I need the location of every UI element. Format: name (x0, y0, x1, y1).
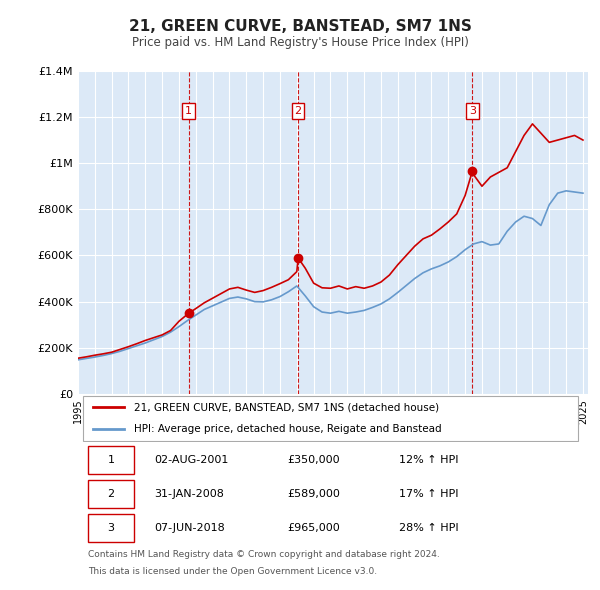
Text: Price paid vs. HM Land Registry's House Price Index (HPI): Price paid vs. HM Land Registry's House … (131, 36, 469, 49)
Text: 1: 1 (185, 106, 192, 116)
Text: Contains HM Land Registry data © Crown copyright and database right 2024.: Contains HM Land Registry data © Crown c… (88, 550, 440, 559)
FancyBboxPatch shape (88, 446, 134, 474)
FancyBboxPatch shape (88, 480, 134, 508)
Text: 07-JUN-2018: 07-JUN-2018 (155, 523, 225, 533)
Text: £965,000: £965,000 (287, 523, 340, 533)
FancyBboxPatch shape (88, 514, 134, 542)
Text: 3: 3 (469, 106, 476, 116)
Text: 21, GREEN CURVE, BANSTEAD, SM7 1NS (detached house): 21, GREEN CURVE, BANSTEAD, SM7 1NS (deta… (134, 402, 439, 412)
Text: HPI: Average price, detached house, Reigate and Banstead: HPI: Average price, detached house, Reig… (134, 424, 442, 434)
Text: 17% ↑ HPI: 17% ↑ HPI (400, 489, 459, 499)
Text: 3: 3 (107, 523, 115, 533)
Text: £350,000: £350,000 (287, 455, 340, 465)
Text: This data is licensed under the Open Government Licence v3.0.: This data is licensed under the Open Gov… (88, 566, 377, 576)
Text: 12% ↑ HPI: 12% ↑ HPI (400, 455, 459, 465)
Text: £589,000: £589,000 (287, 489, 340, 499)
Text: 28% ↑ HPI: 28% ↑ HPI (400, 523, 459, 533)
Text: 31-JAN-2008: 31-JAN-2008 (155, 489, 224, 499)
Text: 02-AUG-2001: 02-AUG-2001 (155, 455, 229, 465)
FancyBboxPatch shape (83, 396, 578, 441)
Text: 2: 2 (107, 489, 115, 499)
Text: 1: 1 (107, 455, 115, 465)
Text: 21, GREEN CURVE, BANSTEAD, SM7 1NS: 21, GREEN CURVE, BANSTEAD, SM7 1NS (128, 19, 472, 34)
Text: 2: 2 (295, 106, 302, 116)
